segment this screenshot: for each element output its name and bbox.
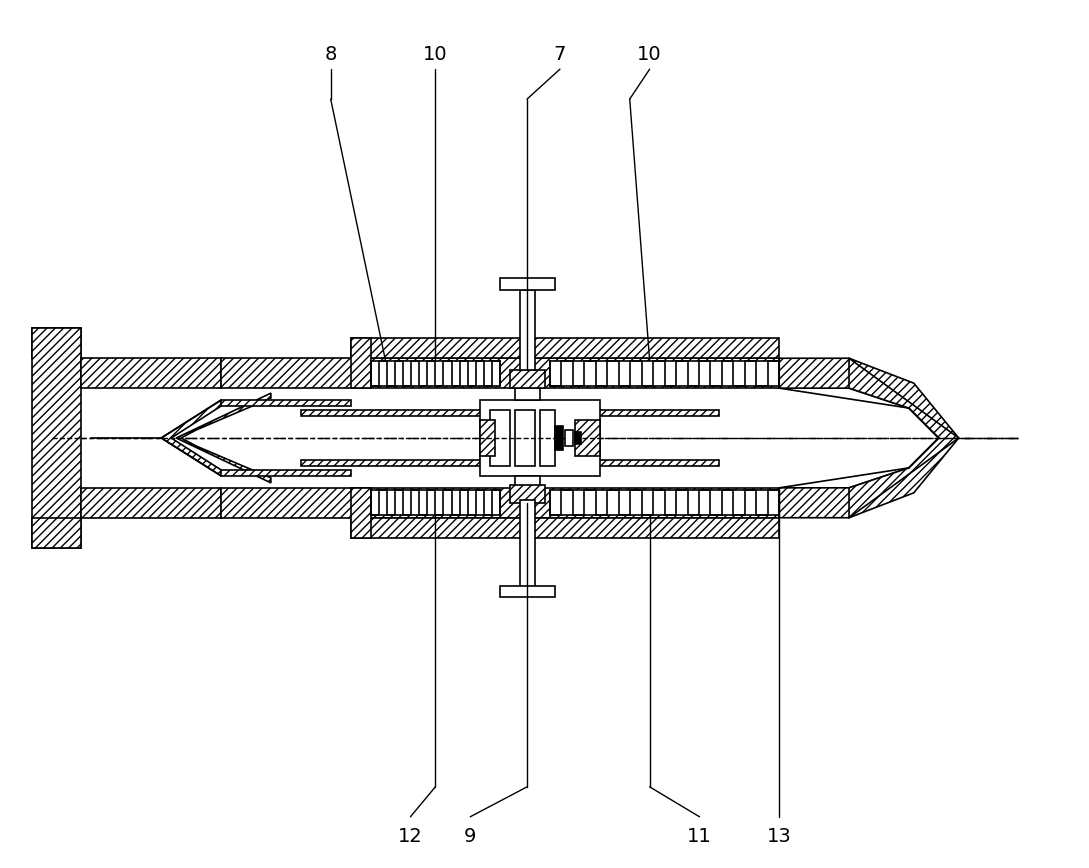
- Polygon shape: [849, 358, 958, 517]
- Polygon shape: [301, 460, 720, 466]
- Bar: [515, 410, 535, 466]
- Text: 9: 9: [464, 826, 476, 845]
- Polygon shape: [82, 488, 221, 517]
- Text: 12: 12: [399, 826, 423, 845]
- Polygon shape: [161, 400, 221, 476]
- Polygon shape: [32, 517, 82, 548]
- Bar: [575, 420, 600, 456]
- Bar: [515, 388, 540, 400]
- Bar: [490, 410, 510, 466]
- Polygon shape: [780, 358, 939, 438]
- Polygon shape: [221, 400, 351, 406]
- Polygon shape: [221, 488, 780, 517]
- Text: 8: 8: [325, 45, 337, 64]
- Text: 13: 13: [767, 826, 792, 845]
- Text: 10: 10: [637, 45, 662, 64]
- Bar: [550, 361, 780, 385]
- Bar: [500, 279, 555, 291]
- Bar: [370, 361, 500, 385]
- Bar: [510, 485, 544, 503]
- Bar: [370, 490, 500, 516]
- Bar: [500, 586, 555, 597]
- Bar: [550, 490, 780, 516]
- Text: 7: 7: [554, 45, 566, 64]
- Text: 10: 10: [423, 45, 448, 64]
- Bar: [515, 476, 540, 488]
- Polygon shape: [351, 517, 780, 537]
- Text: 11: 11: [687, 826, 712, 845]
- Polygon shape: [351, 488, 370, 537]
- Polygon shape: [301, 410, 720, 416]
- Polygon shape: [351, 339, 370, 388]
- Polygon shape: [82, 358, 221, 388]
- Polygon shape: [32, 328, 82, 358]
- Polygon shape: [221, 358, 780, 388]
- Polygon shape: [351, 339, 780, 358]
- Polygon shape: [780, 438, 939, 517]
- Bar: [521, 291, 535, 371]
- Polygon shape: [32, 328, 82, 548]
- Polygon shape: [221, 470, 351, 476]
- Bar: [555, 426, 563, 450]
- Bar: [521, 500, 535, 588]
- Bar: [480, 420, 495, 456]
- Bar: [510, 371, 544, 388]
- Polygon shape: [176, 393, 271, 483]
- Bar: [575, 432, 580, 444]
- Bar: [565, 430, 573, 446]
- Bar: [540, 410, 555, 466]
- Bar: [480, 400, 600, 476]
